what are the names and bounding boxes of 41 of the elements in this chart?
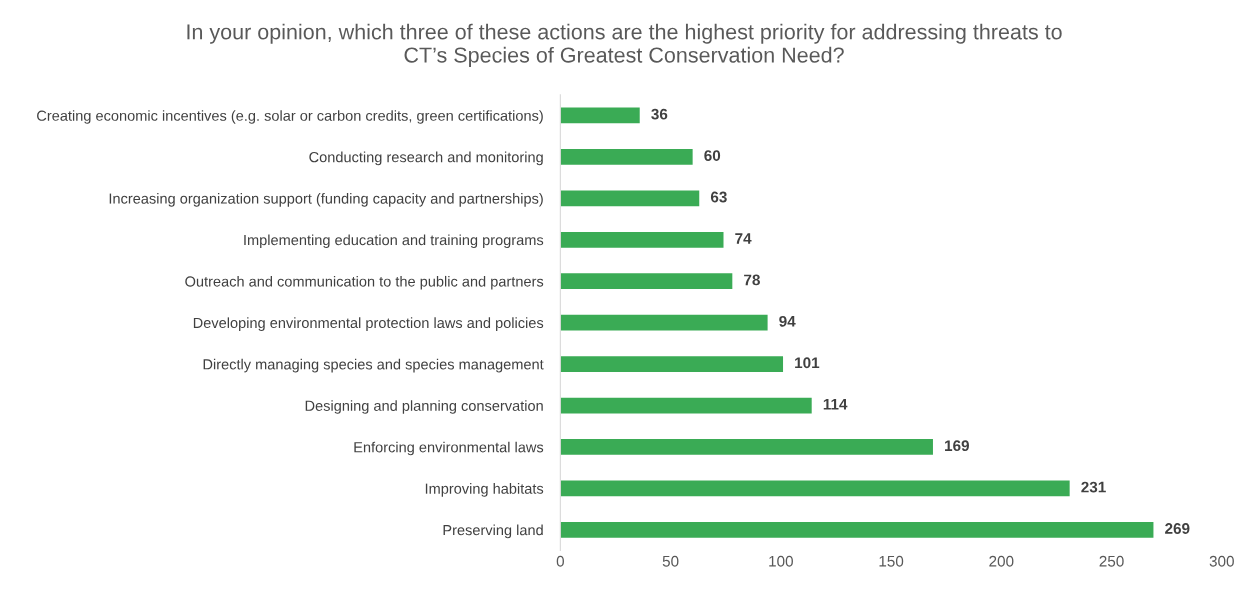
bar [560, 356, 784, 372]
x-tick-label: 50 [662, 555, 679, 567]
x-tick-label: 150 [879, 555, 904, 567]
data-label: 63 [710, 191, 727, 203]
y-tick-label: Increasing organization support (funding capacity and partnerships) [109, 193, 543, 207]
data-label: 101 [795, 357, 820, 369]
bar [560, 273, 733, 290]
x-tick-label: 100 [769, 555, 793, 567]
bar [560, 480, 1070, 497]
y-tick-label: Outreach and communication to the public and partners [185, 275, 544, 290]
y-tick-label: Implementing education and training programs [244, 234, 544, 249]
data-label: 74 [735, 233, 752, 244]
y-tick-label: Preserving land [443, 524, 543, 539]
bar [560, 231, 724, 248]
x-tick-label: 0 [556, 555, 564, 567]
data-label: 36 [651, 108, 668, 120]
y-tick-label: Conducting research and monitoring [309, 151, 543, 166]
chart-title: In your opinion, which three of these actions are the highest priority for addressing threats to CT’s Species of Greatest Conservation Need? [187, 23, 1062, 67]
bar [560, 107, 640, 124]
y-tick-label: Directly managing species and species management [203, 358, 544, 373]
data-label: 231 [1081, 481, 1106, 493]
y-tick-label: Developing environmental protection laws and policies [193, 317, 544, 331]
x-tick-label: 200 [989, 555, 1014, 567]
y-tick-label: Improving habitats [425, 483, 544, 497]
data-label: 94 [779, 315, 796, 327]
bar [560, 314, 768, 331]
data-label: 60 [704, 150, 721, 161]
data-label: 169 [945, 440, 969, 452]
bar [560, 149, 693, 165]
x-tick-label: 300 [1209, 555, 1234, 567]
y-tick-label: Enforcing environmental laws [354, 441, 544, 456]
bar [560, 397, 812, 414]
bar [560, 439, 933, 455]
x-tick-label: 250 [1099, 555, 1124, 567]
bar [560, 521, 1154, 538]
y-tick-label: Creating economic incentives (e.g. solar or carbon credits, green certifications) [37, 110, 543, 124]
data-label: 114 [823, 398, 848, 410]
bar [560, 190, 700, 207]
data-label: 269 [1165, 523, 1190, 534]
data-label: 78 [744, 274, 760, 286]
y-tick-label: Designing and planning conservation [305, 400, 543, 414]
